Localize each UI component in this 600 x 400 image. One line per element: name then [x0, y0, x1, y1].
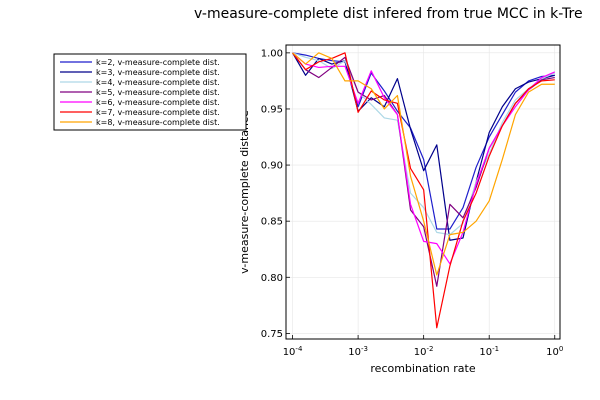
- legend-label: k=5, v-measure-complete dist.: [96, 88, 220, 97]
- y-tick-label: 1.00: [261, 48, 283, 59]
- series-layer: [292, 52, 555, 329]
- legend-label: k=6, v-measure-complete dist.: [96, 98, 220, 107]
- legend-label: k=2, v-measure-complete dist.: [96, 58, 220, 67]
- series-line-k7: [292, 52, 555, 329]
- series-line-k3: [292, 52, 555, 241]
- plot-frame: [285, 44, 561, 340]
- x-tick-exponent: -3: [361, 345, 368, 353]
- series-line-k8: [292, 52, 555, 276]
- legend-label: k=7, v-measure-complete dist.: [96, 108, 220, 117]
- x-tick-label: 10-2: [414, 345, 434, 358]
- chart-title: v-measure-complete dist infered from tru…: [194, 6, 583, 22]
- y-axis: 1.00 0.95 0.90 0.85 0.80 0.75: [261, 48, 290, 340]
- y-tick-label: 0.80: [261, 273, 283, 284]
- y-tick-label: 0.95: [261, 104, 283, 115]
- x-tick-exponent: 0: [559, 345, 563, 353]
- x-axis-label: recombination rate: [370, 362, 475, 375]
- x-tick-label: 10-4: [283, 345, 303, 358]
- x-tick-label: 10-3: [348, 345, 368, 358]
- legend-label: k=3, v-measure-complete dist.: [96, 68, 220, 77]
- x-tick-exponent: -1: [492, 345, 499, 353]
- x-axis: 10-4 10-3 10-2 10-1 100: [283, 335, 563, 358]
- x-tick-label: 100: [546, 345, 563, 358]
- legend: k=2, v-measure-complete dist.k=3, v-meas…: [53, 53, 247, 131]
- y-tick-label: 0.90: [261, 161, 283, 172]
- x-tick-label: 10-1: [479, 345, 499, 358]
- y-tick-label: 0.75: [261, 329, 283, 340]
- x-tick-exponent: -4: [295, 345, 303, 353]
- series-line-k2: [292, 52, 555, 230]
- x-tick-exponent: -2: [427, 345, 434, 353]
- y-tick-label: 0.85: [261, 217, 283, 228]
- y-axis-label: v-measure-complete distance: [238, 110, 251, 274]
- legend-label: k=8, v-measure-complete dist.: [96, 118, 220, 127]
- legend-label: k=4, v-measure-complete dist.: [96, 78, 220, 87]
- grid: [286, 45, 560, 339]
